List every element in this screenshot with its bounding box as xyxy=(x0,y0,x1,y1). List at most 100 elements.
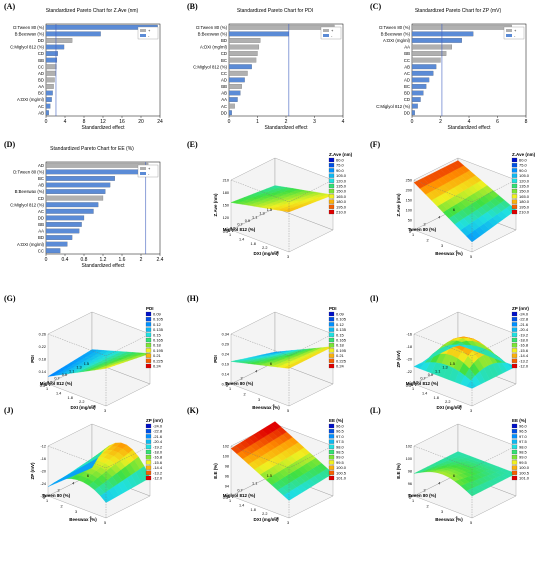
x-tick-label: 2 xyxy=(426,239,428,243)
legend-swatch xyxy=(511,363,518,369)
legend-swatch xyxy=(511,337,518,343)
z-axis-label: E.E (%) xyxy=(396,463,401,479)
surface-plot-svg: 1 1.4 1.8 2.2 2.6 3 0.3 0.7 1.1 1.5 102 100 98 96 94 92… xyxy=(213,418,347,525)
category-label: CC xyxy=(221,71,227,76)
legend-label: -16.8 xyxy=(519,343,529,348)
legend-swatch xyxy=(145,317,152,322)
x-tick-label: 2.2 xyxy=(262,246,267,250)
x-tick-label: 3 xyxy=(75,510,77,514)
category-label: D:Tween 80 (%) xyxy=(379,25,410,30)
legend-label: 0.18 xyxy=(336,343,345,348)
surface-ee-beeswax-tween: (L) 1 2 3 4 5 0 2 4 6 102 100 98 96 94 Beeswax (%) Twee… xyxy=(366,404,542,574)
legend-swatch xyxy=(328,183,335,189)
legend-swatch-plus xyxy=(323,29,329,32)
category-label: DD xyxy=(38,38,44,43)
x-tick-label: 1 xyxy=(229,387,231,391)
legend-swatch xyxy=(511,353,518,358)
legend-swatch xyxy=(328,358,335,363)
surface-z-ave-beeswax-tween: (F) 1 2 3 4 5 0 2 4 6 250 200 150 100 50 0 Beeswax (%) T… xyxy=(366,138,542,308)
legend-swatch xyxy=(328,317,335,322)
legend-label: 0.24 xyxy=(153,364,162,369)
legend-label: 0.09 xyxy=(153,312,162,317)
panel-label: (A) xyxy=(4,2,16,11)
legend-label: 0.105 xyxy=(336,317,347,322)
legend-label: 195.0 xyxy=(336,204,347,209)
legend-label: -12.0 xyxy=(153,476,163,481)
legend-label: - xyxy=(148,33,150,38)
legend-label: 180.0 xyxy=(336,199,347,204)
legend-title: EE (%) xyxy=(512,418,527,423)
legend-label: + xyxy=(148,28,151,33)
z-tick-label: 50 xyxy=(408,219,412,223)
box-edge xyxy=(471,445,517,469)
x-axis-label: DXI (mg/ml) xyxy=(253,517,279,522)
legend-label: 97.5 xyxy=(336,439,345,444)
legend-swatch xyxy=(328,353,335,358)
legend-label: 0.135 xyxy=(336,327,347,332)
legend-label: -14.4 xyxy=(519,353,529,358)
category-label: D:Tween 80 (%) xyxy=(13,170,44,175)
legend-swatch xyxy=(328,204,335,209)
legend-swatch xyxy=(511,343,518,348)
legend-label: 100.5 xyxy=(519,470,530,475)
z-tick-label: 0.22 xyxy=(39,345,46,349)
legend-label: 0.15 xyxy=(336,332,345,337)
y-tick-label: 4 xyxy=(255,369,257,373)
x-tick-label: 2 xyxy=(243,393,245,397)
x-tick-label: 2 xyxy=(60,505,62,509)
legend-swatch xyxy=(328,209,335,215)
category-label: AA xyxy=(404,45,410,50)
x-tick-label: 1.8 xyxy=(251,508,256,512)
legend-swatch xyxy=(511,460,518,465)
surface-patch xyxy=(47,480,59,487)
y-axis-label: Tween 80 (%) xyxy=(42,493,71,498)
z-tick-label: 0.29 xyxy=(222,343,229,347)
z-tick-label: 150 xyxy=(223,204,229,208)
surface-plot-svg: 1 2 3 4 5 0 2 4 6 0.34 0.29 0.24 0.19 0.14 0.09 Beeswax… xyxy=(213,306,347,413)
legend-swatch xyxy=(145,353,152,358)
pareto-bar xyxy=(45,84,54,89)
pareto-bar xyxy=(45,215,85,221)
category-label: CC xyxy=(38,64,44,69)
legend-swatch xyxy=(511,178,518,183)
box-edge xyxy=(288,333,334,357)
legend-label: 0.12 xyxy=(153,322,162,327)
legend-swatch xyxy=(328,348,335,353)
legend-label: 0.09 xyxy=(336,312,345,317)
x-tick-label: 4 xyxy=(455,516,457,520)
x-tick-label: 1.8 xyxy=(251,242,256,246)
x-tick-label: 4 xyxy=(272,404,274,408)
pareto-bar xyxy=(45,195,104,201)
surface-plot-svg: 1 1.4 1.8 2.2 2.6 3 0.30.50.70.91.11.31.5 -16 -1… xyxy=(396,306,529,413)
legend-swatch xyxy=(328,189,335,194)
legend-label: 135.0 xyxy=(336,184,347,189)
pareto-bar xyxy=(45,38,73,43)
z-tick-label: 100 xyxy=(223,455,229,459)
z-tick-label: -28 xyxy=(41,495,47,499)
x-tick-label: 2.2 xyxy=(79,400,84,404)
legend-label: 96.0 xyxy=(519,424,528,429)
x-tick-label: 4 xyxy=(342,119,345,125)
box-edge xyxy=(105,333,151,357)
x-axis-label: DXI (mg/ml) xyxy=(70,405,96,410)
legend-swatch-plus xyxy=(506,29,512,32)
panel-label: (H) xyxy=(187,294,199,303)
legend-label: -15.6 xyxy=(519,348,529,353)
pareto-chart-svg: Standardized Pareto Chart for Z.Ave (nm)… xyxy=(10,8,163,131)
y-tick-label: 0.5 xyxy=(413,380,418,384)
category-label: B:Beeswax (%) xyxy=(15,32,45,37)
y-tick-label: 0.9 xyxy=(62,373,67,377)
box-edge xyxy=(413,333,473,357)
z-axis-label: E.E (%) xyxy=(213,463,218,479)
z-tick-label: -18 xyxy=(407,345,413,349)
z-axis-label: Z.Ave (nm) xyxy=(396,193,401,217)
x-tick-label: 4 xyxy=(64,119,67,125)
box-edge xyxy=(230,445,290,469)
legend-label: -14.4 xyxy=(153,465,163,470)
z-tick-label: -24 xyxy=(41,482,47,486)
category-label: AA xyxy=(38,229,44,234)
legend-swatch xyxy=(328,173,335,178)
z-tick-label: -20 xyxy=(407,358,413,362)
y-tick-label: 6 xyxy=(453,474,455,478)
legend-label: -16.8 xyxy=(153,455,163,460)
